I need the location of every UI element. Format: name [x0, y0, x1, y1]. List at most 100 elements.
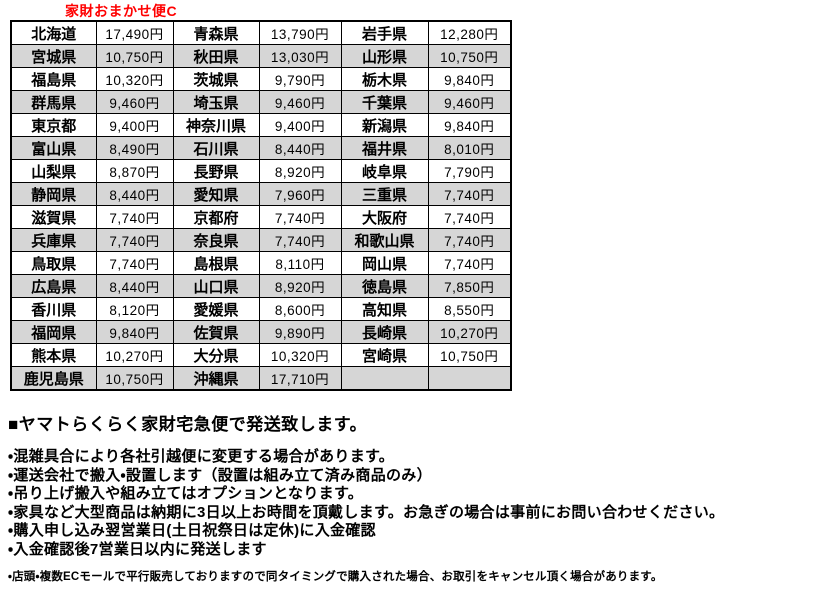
- prefecture-cell: 長崎県: [340, 320, 429, 344]
- price-cell: 8,120円: [95, 297, 174, 321]
- prefecture-cell: 岐阜県: [340, 159, 429, 183]
- price-cell: 7,740円: [427, 205, 512, 229]
- prefecture-cell: 大阪府: [340, 205, 429, 229]
- prefecture-cell: 愛媛県: [172, 297, 260, 321]
- price-cell: 8,440円: [95, 274, 174, 298]
- prefecture-cell: 熊本県: [10, 343, 97, 367]
- prefecture-cell: 愛知県: [172, 182, 260, 206]
- price-cell: 9,840円: [427, 113, 512, 137]
- prefecture-cell: 埼玉県: [172, 90, 260, 114]
- price-cell: 9,460円: [427, 90, 512, 114]
- prefecture-cell: 宮崎県: [340, 343, 429, 367]
- price-cell: 7,740円: [95, 228, 174, 252]
- prefecture-cell: 佐賀県: [172, 320, 260, 344]
- price-cell: 10,750円: [95, 44, 174, 68]
- table-row: 鹿児島県 10,750円 沖縄県 17,710円: [10, 366, 512, 391]
- prefecture-cell: 大分県: [172, 343, 260, 367]
- price-cell: 10,270円: [95, 343, 174, 367]
- fee-table-body: 北海道 17,490円 青森県 13,790円 岩手県 12,280円 宮城県 10,750円…: [10, 20, 512, 391]
- table-row: 香川県 8,120円 愛媛県 8,600円 高知県 8,550円: [10, 297, 512, 321]
- price-cell: 7,790円: [427, 159, 512, 183]
- table-row: 群馬県 9,460円 埼玉県 9,460円 千葉県 9,460円: [10, 90, 512, 114]
- prefecture-cell: 秋田県: [172, 44, 260, 68]
- price-cell: 10,320円: [258, 343, 342, 367]
- prefecture-cell: 栃木県: [340, 67, 429, 91]
- table-row: 東京都 9,400円 神奈川県 9,400円 新潟県 9,840円: [10, 113, 512, 137]
- table-row: 静岡県 8,440円 愛知県 7,960円 三重県 7,740円: [10, 182, 512, 206]
- table-row: 熊本県 10,270円 大分県 10,320円 宮崎県 10,750円: [10, 343, 512, 367]
- price-cell: 7,740円: [258, 228, 342, 252]
- price-cell: 10,750円: [427, 44, 512, 68]
- price-cell: 8,010円: [427, 136, 512, 160]
- table-row: 福岡県 9,840円 佐賀県 9,890円 長崎県 10,270円: [10, 320, 512, 344]
- fee-table-title: 家財おまかせ便C: [65, 3, 178, 19]
- prefecture-cell: 新潟県: [340, 113, 429, 137]
- price-cell: 10,320円: [95, 67, 174, 91]
- prefecture-cell: 福井県: [340, 136, 429, 160]
- price-cell: 13,030円: [258, 44, 342, 68]
- shipping-fee-table: 北海道 17,490円 青森県 13,790円 岩手県 12,280円 宮城県 10,750円…: [10, 20, 512, 391]
- price-cell: 10,750円: [427, 343, 512, 367]
- price-cell: 8,600円: [258, 297, 342, 321]
- price-cell: 8,440円: [95, 182, 174, 206]
- price-cell: 9,790円: [258, 67, 342, 91]
- price-cell: 13,790円: [258, 20, 342, 45]
- prefecture-cell: 岩手県: [340, 20, 429, 45]
- price-cell: 8,440円: [258, 136, 342, 160]
- prefecture-cell: 長野県: [172, 159, 260, 183]
- price-cell: 9,840円: [95, 320, 174, 344]
- table-row: 宮城県 10,750円 秋田県 13,030円 山形県 10,750円: [10, 44, 512, 68]
- price-cell: 7,740円: [95, 251, 174, 275]
- prefecture-cell: 静岡県: [10, 182, 97, 206]
- price-cell: 7,740円: [427, 228, 512, 252]
- price-cell: 17,490円: [95, 20, 174, 45]
- prefecture-cell: 滋賀県: [10, 205, 97, 229]
- table-row: 鳥取県 7,740円 島根県 8,110円 岡山県 7,740円: [10, 251, 512, 275]
- price-cell: 10,750円: [95, 366, 174, 391]
- prefecture-cell: 鹿児島県: [10, 366, 97, 391]
- price-cell: 8,490円: [95, 136, 174, 160]
- price-cell: 9,460円: [258, 90, 342, 114]
- price-cell: 7,850円: [427, 274, 512, 298]
- prefecture-cell: 青森県: [172, 20, 260, 45]
- prefecture-cell: 群馬県: [10, 90, 97, 114]
- prefecture-cell: 奈良県: [172, 228, 260, 252]
- price-cell: 9,890円: [258, 320, 342, 344]
- price-cell: 17,710円: [258, 366, 342, 391]
- price-cell: 12,280円: [427, 20, 512, 45]
- table-row: 福島県 10,320円 茨城県 9,790円 栃木県 9,840円: [10, 67, 512, 91]
- shipping-notes-list: ・混雑具合により各社引越便に変更する場合があります。 ・運送会社で搬入・設置します…: [8, 448, 818, 559]
- prefecture-cell: 千葉県: [340, 90, 429, 114]
- price-cell: 9,400円: [258, 113, 342, 137]
- table-row: 広島県 8,440円 山口県 8,920円 徳島県 7,850円: [10, 274, 512, 298]
- prefecture-cell: 宮城県: [10, 44, 97, 68]
- prefecture-cell: 石川県: [172, 136, 260, 160]
- price-cell: [427, 366, 512, 391]
- prefecture-cell: 広島県: [10, 274, 97, 298]
- price-cell: 7,740円: [258, 205, 342, 229]
- prefecture-cell: 福岡県: [10, 320, 97, 344]
- prefecture-cell: 山形県: [340, 44, 429, 68]
- price-cell: 9,460円: [95, 90, 174, 114]
- shipping-notes-section: ■ヤマトらくらく家財宅急便で発送致します。 ・混雑具合により各社引越便に変更する…: [8, 410, 818, 584]
- prefecture-cell: 鳥取県: [10, 251, 97, 275]
- shipping-note-item: ・家具など大型商品は納期に3日以上お時間を頂戴します。お急ぎの場合は事前にお問い…: [8, 503, 725, 521]
- prefecture-cell: 岡山県: [340, 251, 429, 275]
- prefecture-cell: 山梨県: [10, 159, 97, 183]
- prefecture-cell: 高知県: [340, 297, 429, 321]
- table-row: 兵庫県 7,740円 奈良県 7,740円 和歌山県 7,740円: [10, 228, 512, 252]
- price-cell: 7,960円: [258, 182, 342, 206]
- shipping-note-item: ・混雑具合により各社引越便に変更する場合があります。: [8, 448, 395, 465]
- cancellation-note: ・店頭・複数ECモールで平行販売しておりますので同タイミングで購入された場合、お…: [8, 571, 663, 583]
- prefecture-cell: 神奈川県: [172, 113, 260, 137]
- table-row: 北海道 17,490円 青森県 13,790円 岩手県 12,280円: [10, 20, 512, 45]
- prefecture-cell: 沖縄県: [172, 366, 260, 391]
- price-cell: 9,400円: [95, 113, 174, 137]
- table-row: 富山県 8,490円 石川県 8,440円 福井県 8,010円: [10, 136, 512, 160]
- shipping-note-item: ・運送会社で搬入・設置します（設置は組み立て済み商品のみ）: [8, 466, 432, 484]
- price-cell: 7,740円: [427, 251, 512, 275]
- price-cell: 8,920円: [258, 159, 342, 183]
- prefecture-cell: 和歌山県: [340, 228, 429, 252]
- prefecture-cell: 北海道: [10, 20, 97, 45]
- prefecture-cell: 徳島県: [340, 274, 429, 298]
